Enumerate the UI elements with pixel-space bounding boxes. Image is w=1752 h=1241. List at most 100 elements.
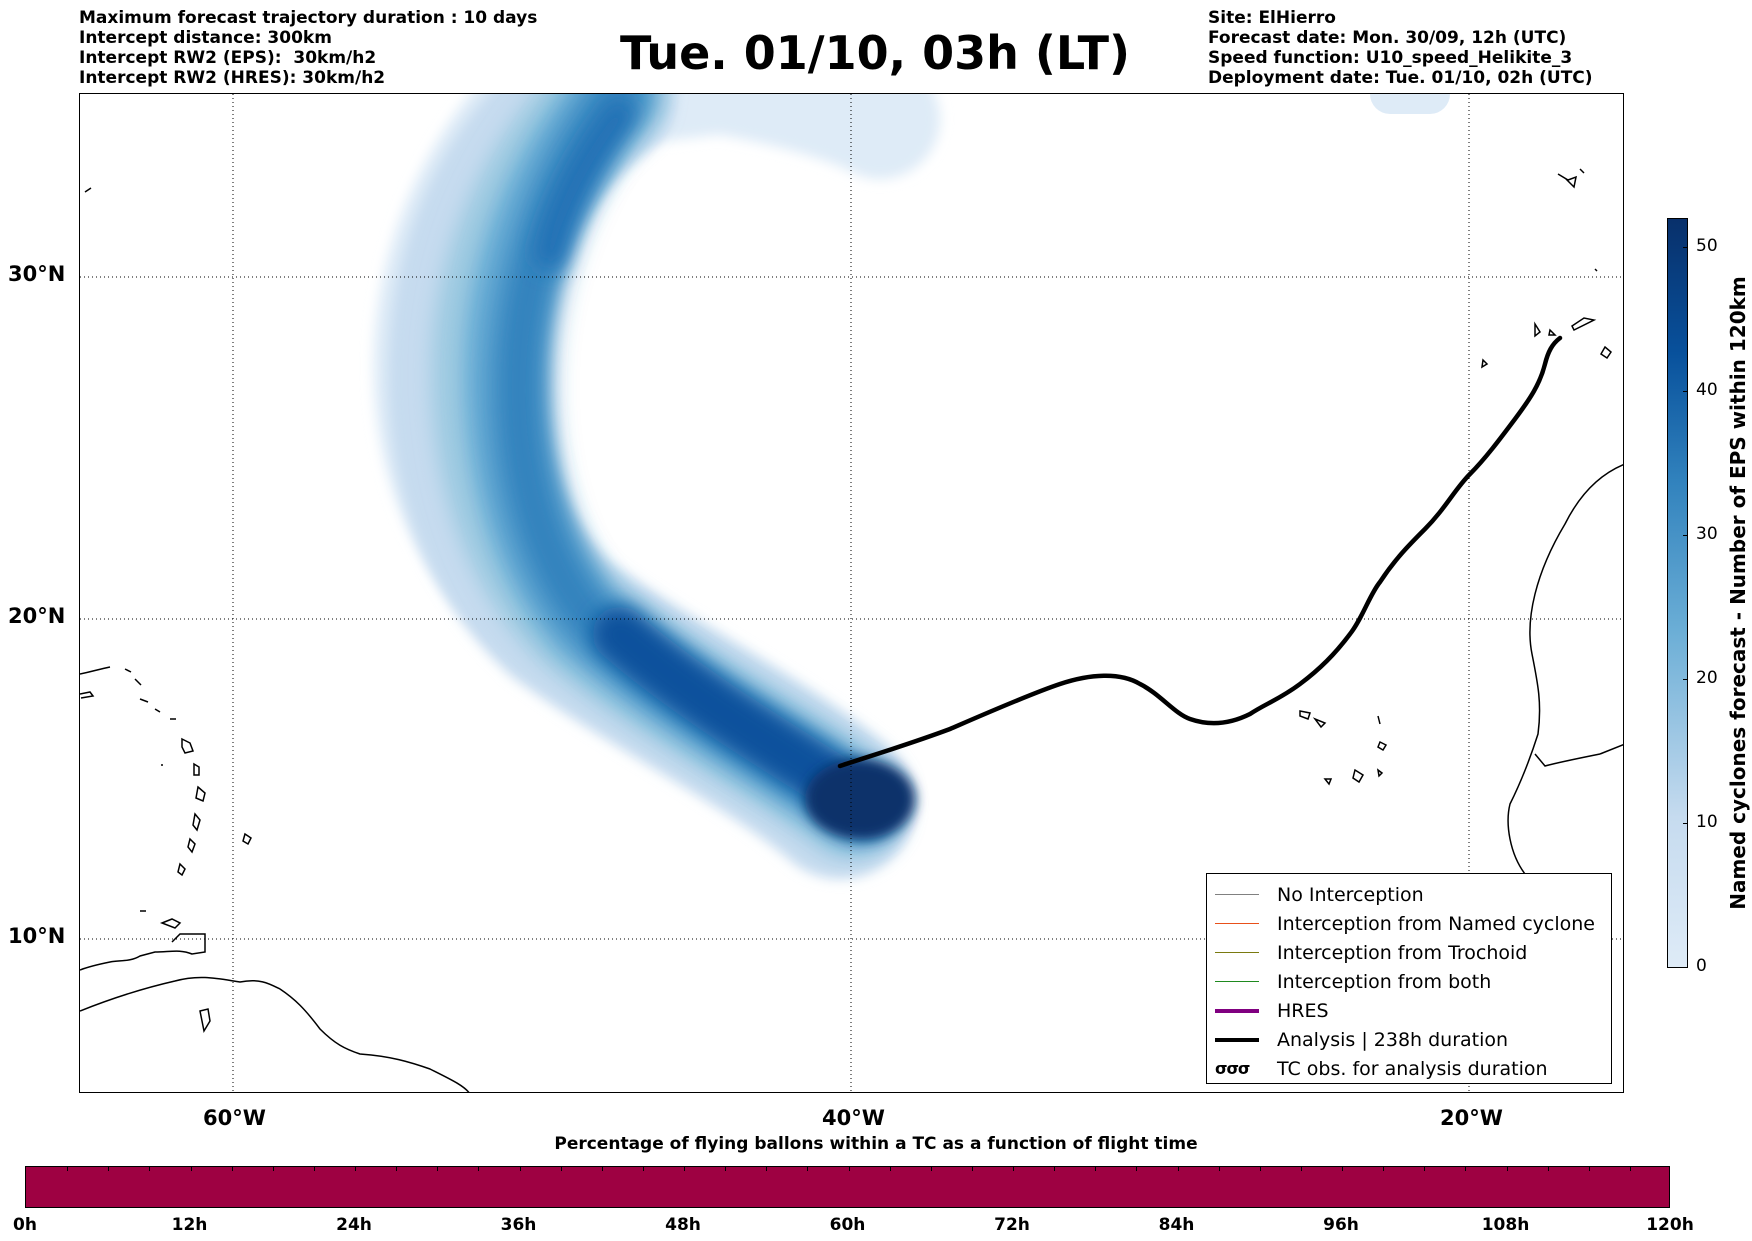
legend-item-tc-obs: σσσ TC obs. for analysis duration	[1215, 1054, 1611, 1083]
flight-bar-minor-tick	[1259, 1167, 1261, 1171]
legend-item-named-cyclone: Interception from Named cyclone	[1215, 909, 1611, 938]
colorbar-tick-mark	[1683, 535, 1688, 536]
legend-swatch	[1215, 1037, 1259, 1042]
tc-obs-symbol-icon: σσσ	[1215, 1059, 1250, 1078]
flight-bar-minor-tick	[1342, 1167, 1343, 1171]
flight-bar-minor-tick	[272, 1167, 274, 1171]
legend-label: Interception from Trochoid	[1277, 941, 1528, 964]
header-forecast-date: Forecast date: Mon. 30/09, 12h (UTC)	[1208, 28, 1567, 48]
legend-label: Analysis | 238h duration	[1277, 1028, 1509, 1051]
flight-bar-minor-tick	[396, 1167, 398, 1171]
flight-tick-0h: 0h	[13, 1215, 37, 1235]
map-canvas	[80, 94, 1623, 1092]
header-right-info: Site: ElHierro Forecast date: Mon. 30/09…	[1208, 8, 1593, 88]
legend-item-analysis: Analysis | 238h duration	[1215, 1025, 1611, 1054]
flight-bar-minor-tick	[190, 1167, 192, 1171]
lat-tick-10n: 10°N	[8, 924, 66, 948]
colorbar-tick-mark	[1683, 391, 1688, 392]
legend-swatch	[1215, 1008, 1259, 1013]
flight-bar-minor-tick	[807, 1167, 809, 1171]
flight-bar-minor-tick	[1383, 1167, 1385, 1171]
colorbar-tick-10: 10	[1696, 812, 1718, 832]
colorbar-tick-50: 50	[1696, 236, 1718, 256]
flight-bar-minor-tick	[355, 1167, 356, 1171]
flight-bar-minor-tick	[67, 1167, 69, 1171]
flight-tick-24h: 24h	[336, 1215, 372, 1235]
legend-item-no-interception: No Interception	[1215, 880, 1611, 909]
flight-bar-minor-tick	[889, 1167, 891, 1171]
flight-bar-minor-tick	[108, 1167, 110, 1171]
flight-bar-minor-tick	[1095, 1167, 1097, 1171]
flight-bar-minor-tick	[930, 1167, 932, 1171]
legend-swatch	[1215, 981, 1259, 982]
flight-tick-84h: 84h	[1158, 1215, 1195, 1235]
flight-bar-minor-tick	[313, 1167, 315, 1171]
header-intercept-hres: Intercept RW2 (HRES): 30km/h2	[79, 68, 386, 88]
flight-bar-minor-tick	[766, 1167, 768, 1171]
flight-tick-120h: 120h	[1646, 1215, 1694, 1235]
colorbar	[1667, 218, 1688, 968]
colorbar-label: Named cyclones forecast - Number of EPS …	[1726, 276, 1750, 910]
flight-tick-48h: 48h	[665, 1215, 701, 1235]
flight-bar-minor-tick	[1465, 1167, 1467, 1171]
flight-bar-minor-tick	[437, 1167, 439, 1171]
header-intercept-distance: Intercept distance: 300km	[79, 28, 332, 48]
lat-tick-30n: 30°N	[8, 262, 66, 286]
flight-bar-minor-tick	[684, 1167, 685, 1171]
header-speed-function: Speed function: U10_speed_Helikite_3	[1208, 48, 1573, 68]
flight-bar-minor-tick	[1629, 1167, 1631, 1171]
flight-bar-minor-tick	[231, 1167, 233, 1171]
flight-bar-minor-tick	[1013, 1167, 1014, 1171]
flight-bar-minor-tick	[1177, 1167, 1179, 1171]
flight-bar-minor-tick	[1547, 1167, 1549, 1171]
map-title: Tue. 01/10, 03h (LT)	[620, 26, 1130, 80]
legend-item-both: Interception from both	[1215, 967, 1611, 996]
colorbar-tick-mark	[1683, 247, 1688, 248]
colorbar-tick-20: 20	[1696, 668, 1718, 688]
legend-item-hres: HRES	[1215, 996, 1611, 1025]
flight-tick-60h: 60h	[829, 1215, 866, 1235]
graticule	[80, 94, 1623, 1092]
flight-bar-minor-tick	[1300, 1167, 1302, 1171]
map-panel[interactable]	[79, 93, 1624, 1093]
colorbar-tick-mark	[1683, 823, 1688, 824]
flight-bar-minor-tick	[601, 1167, 603, 1171]
cyclone-density-swath	[373, 94, 1450, 879]
legend-label: No Interception	[1277, 883, 1424, 906]
colorbar-tick-30: 30	[1696, 524, 1718, 544]
colorbar-tick-0: 0	[1696, 956, 1707, 976]
flight-bar-minor-tick	[1506, 1167, 1508, 1171]
flight-bar-minor-tick	[642, 1167, 644, 1171]
flight-bar-minor-tick	[848, 1167, 850, 1171]
colorbar-tick-mark	[1683, 679, 1688, 680]
header-intercept-eps: Intercept RW2 (EPS): 30km/h2	[79, 48, 377, 68]
colorbar-tick-40: 40	[1696, 380, 1718, 400]
header-max-duration: Maximum forecast trajectory duration : 1…	[79, 8, 538, 28]
lon-tick-40w: 40°W	[822, 1106, 885, 1130]
flight-tick-96h: 96h	[1323, 1215, 1359, 1235]
lon-tick-20w: 20°W	[1440, 1106, 1503, 1130]
flight-tick-108h: 108h	[1481, 1215, 1530, 1235]
header-site: Site: ElHierro	[1208, 8, 1336, 28]
legend-label: Interception from Named cyclone	[1277, 912, 1595, 935]
legend-label: HRES	[1277, 999, 1329, 1022]
flight-bar-minor-tick	[1588, 1167, 1590, 1171]
flight-tick-12h: 12h	[171, 1215, 208, 1235]
flight-bar-minor-tick	[1218, 1167, 1220, 1171]
flight-time-bar	[25, 1166, 1670, 1208]
legend-swatch	[1215, 894, 1259, 895]
legend-label: TC obs. for analysis duration	[1277, 1057, 1548, 1080]
flight-tick-36h: 36h	[500, 1215, 537, 1235]
coastlines	[80, 168, 1623, 1092]
flight-tick-72h: 72h	[994, 1215, 1030, 1235]
flight-bar-minor-tick	[971, 1167, 973, 1171]
legend-swatch	[1215, 952, 1259, 953]
flight-bar-minor-tick	[560, 1167, 562, 1171]
legend-item-trochoid: Interception from Trochoid	[1215, 938, 1611, 967]
flight-bar-minor-tick	[1054, 1167, 1056, 1171]
flight-bar-minor-tick	[149, 1167, 151, 1171]
legend-swatch	[1215, 923, 1259, 924]
header-left-info: Maximum forecast trajectory duration : 1…	[79, 8, 537, 88]
analysis-track	[837, 335, 1563, 769]
flight-bar-minor-tick	[1424, 1167, 1426, 1171]
